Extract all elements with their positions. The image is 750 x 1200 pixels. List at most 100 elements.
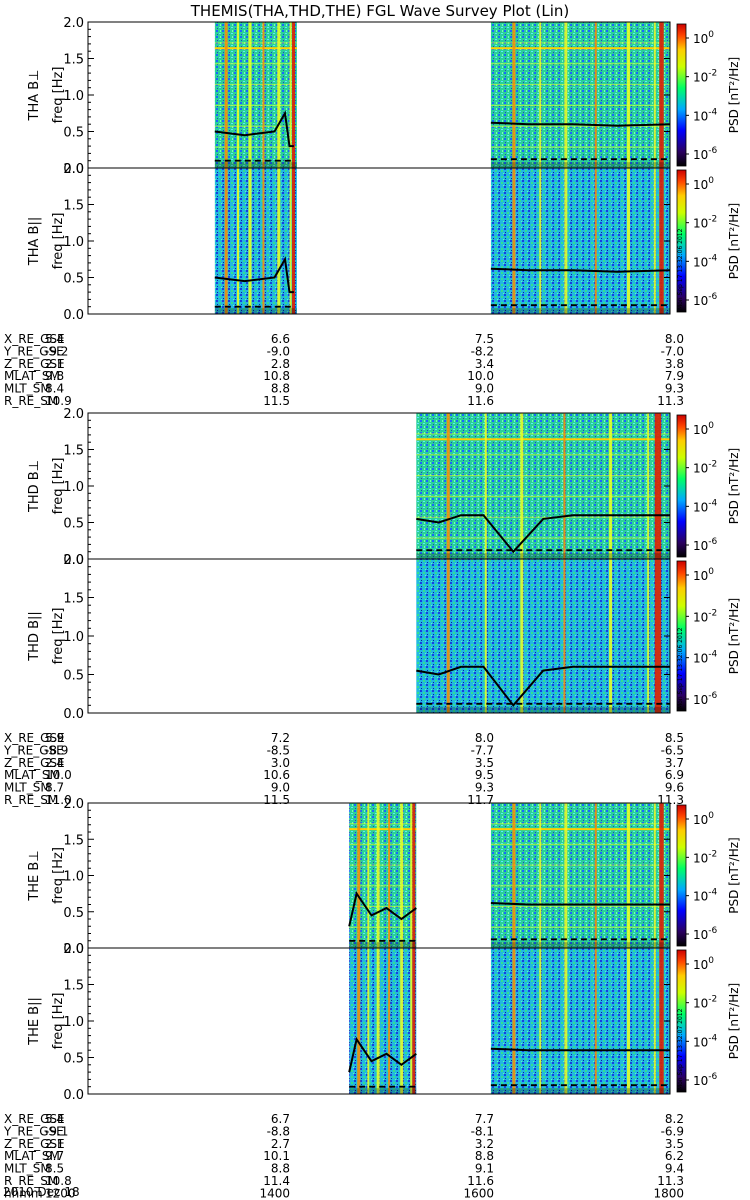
spectral-streak (410, 803, 413, 948)
colorbar-tick-label: 10-2 (693, 69, 717, 85)
colorbar-tick-label: 10-2 (693, 608, 717, 624)
probe-group-tha: 0.0 0.5 1.0 1.5 2.0 THA B⊥ freq [Hz] 100 10-2 10-… (3, 16, 741, 408)
spectral-streak (564, 948, 568, 1094)
orbit-row-value: 11.7 (467, 793, 494, 807)
low-frequency-band (416, 706, 670, 713)
colorbar-tick-label: 10-4 (693, 650, 718, 666)
spectral-streak (653, 803, 656, 948)
spectral-streak (654, 413, 662, 559)
colorbar-label: PSD [nT²/Hz] (727, 598, 741, 674)
spectral-streak (654, 559, 662, 713)
spectral-streak (659, 948, 664, 1094)
spectral-streak (609, 413, 613, 559)
colorbar-tick-label: 100 (693, 30, 714, 46)
low-frequency-band (214, 308, 297, 314)
orbit-row-value: 10.6 (263, 768, 290, 782)
colorbar-tick-label: 10-6 (693, 926, 718, 942)
orbit-row-label: MLT_SM (4, 382, 51, 396)
orbit-row-value: 6.6 (271, 332, 290, 346)
spectral-streak (512, 22, 516, 168)
y-axis-unit-label: freq [Hz] (51, 213, 66, 270)
orbit-row-value: 9.4 (665, 1162, 684, 1176)
orbit-row-value: 2.4 (45, 756, 64, 770)
orbit-row-label: MLAT_SM (4, 768, 60, 782)
y-tick-label: 1.5 (63, 979, 84, 994)
orbit-row-label: Z_RE_GSE (4, 756, 65, 770)
orbit-row-value: -8.9 (45, 743, 68, 757)
colorbar (676, 169, 687, 313)
y-tick-label: 0.0 (63, 553, 84, 568)
y-tick-label: 1.0 (63, 870, 84, 885)
colorbar-tick-label: 100 (693, 811, 714, 827)
low-frequency-band (214, 162, 297, 168)
spectral-streak (594, 168, 597, 314)
spectral-streak (248, 168, 252, 314)
orbit-row-value: 6.7 (271, 1112, 290, 1126)
y-tick-label: 1.0 (63, 630, 84, 645)
orbit-row-value: 9.7 (45, 1149, 64, 1163)
colorbar-tick-label: 10-4 (693, 1033, 718, 1049)
orbit-row-label: R_RE_SM (4, 793, 58, 807)
orbit-row-value: 8.4 (45, 382, 64, 396)
y-tick-label: 1.5 (63, 53, 84, 68)
spectral-streak (412, 948, 416, 1094)
y-tick-label: 0.0 (63, 942, 84, 957)
spectral-streak (446, 413, 450, 559)
orbit-row-value: 2.1 (45, 1137, 64, 1151)
upper-frequency-curve (416, 665, 670, 707)
orbit-row-value: 9.6 (665, 781, 684, 795)
colorbar-tick-label: 10-4 (693, 107, 718, 123)
spectral-streak (627, 803, 631, 948)
orbit-row-label: MLAT_SM (4, 369, 60, 383)
spectral-streak (446, 559, 450, 713)
spectrogram-block (416, 559, 670, 713)
upper-frequency-curve (490, 1047, 670, 1052)
orbit-row-label: Y_RE_GSE (3, 743, 64, 757)
spectral-streak (376, 803, 380, 948)
orbit-row-label: MLT_SM (4, 781, 51, 795)
spectrogram-panel: 0.0 0.5 1.0 1.5 2.0 THE B⊥ freq [Hz] 100 10-2 10-… (27, 797, 741, 957)
spectral-streak (594, 803, 597, 948)
orbit-row-value: 8.0 (665, 332, 684, 346)
orbit-row-value: 1200 (45, 1186, 76, 1200)
orbit-row-value: 8.0 (475, 731, 494, 745)
spectrogram-block (490, 803, 670, 948)
spectral-streak (594, 948, 597, 1094)
spectral-streak (357, 803, 361, 948)
orbit-row-value: 10.0 (45, 768, 72, 782)
orbit-row-value: 5.4 (45, 332, 64, 346)
y-tick-label: 2.0 (63, 553, 84, 568)
spectral-streak (289, 168, 292, 314)
orbit-row-value: 11.3 (657, 394, 684, 408)
y-tick-label: 0.5 (63, 126, 84, 141)
spectral-streak (277, 22, 281, 168)
spectrogram-block (490, 948, 670, 1094)
y-tick-label: 2.0 (63, 407, 84, 422)
orbit-row-value: -8.1 (471, 1124, 494, 1138)
orbit-row-value: 11.5 (263, 793, 290, 807)
orbit-row-label: Z_RE_GSE (4, 357, 65, 371)
y-tick-label: 1.5 (63, 199, 84, 214)
spectral-streak (647, 559, 650, 713)
spectral-streak (653, 168, 656, 314)
y-tick-label: 1.0 (63, 235, 84, 250)
orbit-row-value: 9.8 (45, 369, 64, 383)
y-tick-label: 0.5 (63, 906, 84, 921)
spectrogram-block (349, 803, 417, 948)
orbit-row-label: hhmm (4, 1186, 43, 1200)
spectral-streak (563, 559, 566, 713)
colorbar-tick-label: 10-2 (693, 995, 717, 1011)
spectral-streak (237, 22, 240, 168)
spectral-streak (484, 413, 487, 559)
orbit-row-value: 7.9 (665, 369, 684, 383)
spectrogram-panel: 0.0 0.5 1.0 1.5 2.0 THD B|| freq [Hz] 100 10-2 10… (27, 553, 741, 722)
orbit-row-value: 11.0 (45, 793, 72, 807)
spectrogram-block (214, 168, 297, 314)
upper-frequency-curve (490, 121, 671, 127)
y-tick-label: 0.0 (63, 162, 84, 177)
spectral-streak (564, 168, 568, 314)
